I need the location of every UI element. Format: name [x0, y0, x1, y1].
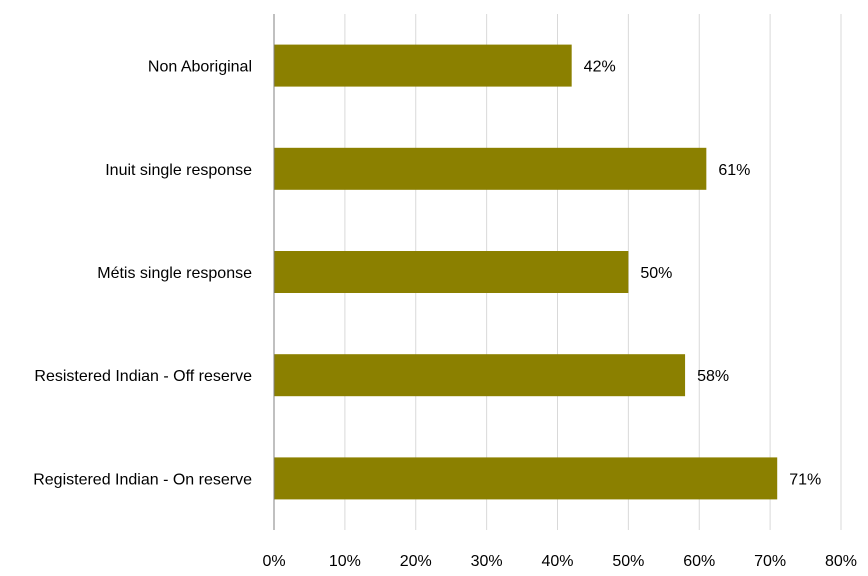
- bar: [274, 147, 707, 190]
- data-label: 58%: [697, 368, 729, 385]
- data-label: 50%: [640, 265, 672, 282]
- category-labels: Non Aboriginal Inuit single response Métis…: [33, 59, 252, 489]
- category-label: Registered Indian - On reserve: [33, 471, 252, 488]
- x-tick-label: 0%: [262, 553, 285, 570]
- category-label: Métis single response: [97, 265, 252, 282]
- data-label: 42%: [584, 59, 616, 76]
- x-tick-label: 40%: [541, 553, 573, 570]
- x-tick-label: 60%: [683, 553, 715, 570]
- bar: [274, 251, 629, 293]
- category-label: Resistered Indian - Off reserve: [34, 368, 252, 385]
- bars: [274, 44, 778, 500]
- data-label: 61%: [718, 162, 750, 179]
- x-tick-label: 80%: [825, 553, 857, 570]
- bar: [274, 44, 572, 87]
- category-label: Inuit single response: [105, 162, 252, 179]
- x-tick-label: 20%: [400, 553, 432, 570]
- x-tick-label: 70%: [754, 553, 786, 570]
- category-label: Non Aboriginal: [148, 59, 252, 76]
- bar: [274, 354, 686, 397]
- x-tick-label: 10%: [329, 553, 361, 570]
- bar: [274, 457, 778, 500]
- data-label: 71%: [789, 471, 821, 488]
- data-labels: 42% 61% 50% 58% 71%: [584, 59, 822, 489]
- x-tick-labels: 0% 10% 20% 30% 40% 50% 60% 70% 80%: [262, 553, 857, 570]
- x-tick-label: 30%: [471, 553, 503, 570]
- x-tick-label: 50%: [612, 553, 644, 570]
